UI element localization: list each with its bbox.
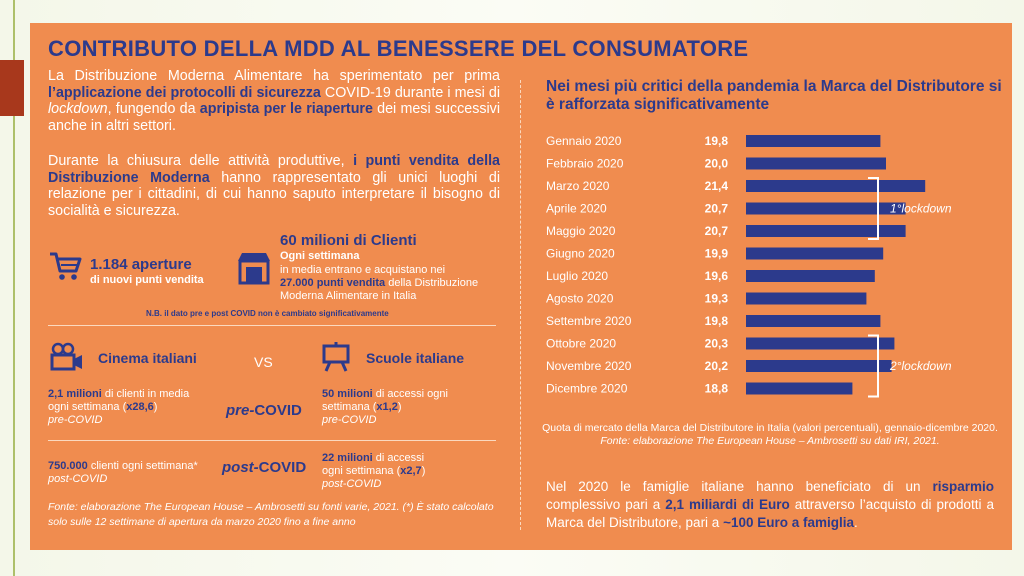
value-label: 19,6: [705, 269, 729, 283]
intro2-segment: i punti vendita della Distribuzione Mode…: [48, 153, 500, 186]
conclusion-segment: 2,1 miliardi di Euro: [665, 497, 790, 512]
bar: [746, 270, 875, 282]
conclusion-segment: ~100 Euro a famiglia: [723, 515, 855, 530]
intro2-segment: Durante la chiusura delle attività produ…: [48, 153, 354, 169]
category-label: Novembre 2020: [546, 359, 632, 373]
value-label: 18,8: [705, 382, 729, 396]
chart-caption: Quota di mercato della Marca del Distrib…: [542, 422, 998, 447]
category-label: Dicembre 2020: [546, 382, 628, 396]
schools-post-covid-text: 22 milioni di accessi ogni settimana (x2…: [322, 452, 426, 490]
openings-subtitle: di nuovi punti vendita: [90, 274, 204, 286]
intro-paragraph-1: La Distribuzione Moderna Alimentare ha s…: [48, 68, 500, 134]
nb-note: N.B. il dato pre e post COVID non è camb…: [146, 309, 389, 318]
bar: [746, 247, 884, 260]
cinema-label: Cinema italiani: [98, 350, 197, 366]
category-label: Aprile 2020: [546, 202, 607, 216]
pre-covid-label: pre-COVID: [226, 402, 302, 419]
intro1-segment: l’applicazione dei protocolli di sicurez…: [48, 84, 321, 101]
category-label: Luglio 2020: [546, 269, 608, 283]
category-label: Ottobre 2020: [546, 337, 616, 351]
market-share-bar-chart: Gennaio 2020 19,8 Febbraio 2020 20,0 Marzo 2…: [546, 134, 952, 398]
conclusion-segment: attraverso l’acquisto di prodotti a Marc…: [546, 497, 994, 530]
openings-count: 1.184 aperture: [90, 256, 192, 273]
value-label: 20,2: [705, 359, 729, 373]
category-label: Giugno 2020: [546, 247, 615, 261]
conclusion-segment: risparmio: [932, 479, 994, 494]
lockdown-label: 1°lockdown: [890, 202, 952, 216]
savings-conclusion: Nel 2020 le famiglie italiane hanno bene…: [546, 478, 994, 532]
bar: [746, 225, 906, 237]
section-divider: [48, 325, 496, 326]
intro1-segment: , fungendo da: [107, 101, 200, 117]
lockdown-bracket: [868, 334, 879, 398]
conclusion-segment: complessivo pari a: [546, 497, 666, 512]
intro-paragraph-2: Durante la chiusura delle attività produ…: [48, 153, 500, 219]
intro1-segment: apripista per le riaperture: [199, 101, 373, 117]
bar: [746, 157, 886, 170]
value-label: 20,3: [705, 337, 729, 351]
value-label: 19,8: [705, 134, 729, 148]
clients-desc-line3: Moderna Alimentare in Italia: [280, 290, 417, 302]
clients-desc-line2: 27.000 punti vendita della Distribuzione: [280, 277, 479, 289]
value-label: 21,4: [705, 179, 729, 193]
schools-pre-covid-text: 50 milioni di accessi ogni settimana (x1…: [322, 388, 448, 426]
section-divider-2: [48, 440, 496, 441]
chart-title: Nei mesi più critici della pandemia la M…: [546, 78, 1002, 113]
cinema-pre-covid-text: 2,1 milioni di clienti in media ogni set…: [48, 388, 190, 426]
bar: [746, 337, 895, 350]
category-label: Gennaio 2020: [546, 134, 622, 148]
category-label: Febbraio 2020: [546, 157, 624, 171]
category-label: Settembre 2020: [546, 314, 632, 328]
bar: [746, 315, 881, 327]
bar: [746, 202, 906, 215]
clients-desc-line1: in media entrano e acquistano nei: [280, 264, 446, 276]
vs-label: VS: [254, 354, 273, 370]
column-divider: [520, 80, 521, 530]
slide-accent-line: [13, 0, 15, 576]
intro2-segment: hanno rappresentato gli unici luoghi di …: [48, 169, 500, 219]
post-covid-label: post-COVID: [222, 459, 307, 476]
conclusion-segment: .: [854, 515, 858, 530]
bar: [746, 360, 892, 372]
schools-label: Scuole italiane: [366, 350, 465, 366]
value-label: 20,7: [705, 202, 729, 216]
movie-camera-icon: [50, 342, 82, 371]
lockdown-bracket: [868, 177, 879, 240]
clients-frequency: Ogni settimana: [280, 250, 360, 262]
source-footnote: Fonte: elaborazione The European House –…: [48, 501, 494, 528]
intro1-segment: La Distribuzione Moderna Alimentare ha s…: [48, 68, 500, 84]
clients-count: 60 milioni di Clienti: [280, 232, 417, 249]
value-label: 19,3: [705, 292, 729, 306]
value-label: 19,8: [705, 314, 729, 328]
intro1-segment: COVID-19 durante i mesi di: [320, 84, 500, 101]
intro1-segment: lockdown: [48, 101, 108, 117]
store-icon: [238, 253, 270, 285]
presentation-board-icon: [322, 342, 350, 372]
value-label: 20,0: [705, 157, 729, 171]
conclusion-segment: Nel 2020 le famiglie italiane hanno bene…: [546, 479, 933, 494]
bar: [746, 382, 853, 395]
shopping-cart-icon: [50, 252, 82, 280]
bar: [746, 292, 867, 305]
page-title: CONTRIBUTO DELLA MDD AL BENESSERE DEL CO…: [48, 36, 749, 61]
bar: [746, 180, 926, 192]
category-label: Marzo 2020: [546, 179, 610, 193]
category-label: Agosto 2020: [546, 292, 614, 306]
value-label: 20,7: [705, 224, 729, 238]
infographic-panel: [30, 23, 1012, 550]
category-label: Maggio 2020: [546, 224, 616, 238]
value-label: 19,9: [705, 247, 729, 261]
lockdown-label: 2°lockdown: [889, 359, 952, 373]
slide-accent-bar: [0, 60, 24, 116]
intro1-segment: dei mesi successivi anche in altri setto…: [48, 101, 500, 134]
cinema-post-covid-text: 750.000 clienti ogni settimana* post-COV…: [48, 460, 198, 485]
bar: [746, 135, 881, 147]
